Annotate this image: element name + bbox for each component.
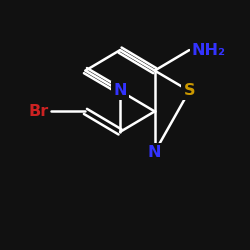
Text: Br: Br xyxy=(28,104,48,119)
Text: NH₂: NH₂ xyxy=(192,42,226,58)
Text: N: N xyxy=(113,84,127,98)
Text: N: N xyxy=(148,145,162,160)
Text: S: S xyxy=(184,84,195,98)
